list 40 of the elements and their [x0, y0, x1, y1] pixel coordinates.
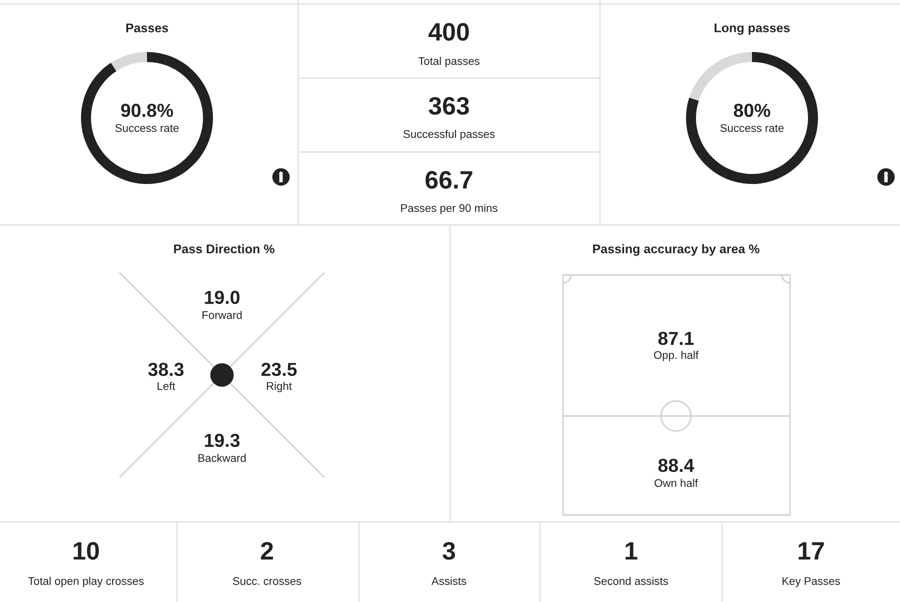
- text: 90.8%: [121, 104, 174, 118]
- text: 17: [798, 542, 824, 560]
- donut-slice: [110, 52, 147, 72]
- text: Total open play crosses: [28, 576, 144, 588]
- text: 10: [74, 542, 99, 560]
- text: Pass Direction %: [174, 244, 274, 254]
- text: Success rate: [720, 124, 784, 132]
- text: 23.5: [261, 362, 297, 376]
- text: Right: [266, 382, 292, 392]
- chart-title: Passes: [126, 24, 168, 32]
- text: 38.3: [148, 362, 184, 376]
- text: Opp. half: [654, 350, 699, 362]
- text: Key Passes: [782, 577, 840, 588]
- chart-title: Long passes: [714, 24, 790, 35]
- text: Second assists: [594, 576, 668, 585]
- text: Succ. crosses: [232, 577, 302, 585]
- text: 66.7: [426, 171, 472, 189]
- text: 1: [626, 542, 638, 560]
- text: 400: [428, 23, 469, 41]
- donut-slice: [689, 52, 752, 101]
- text: 3: [442, 542, 456, 560]
- text: Forward: [202, 310, 242, 319]
- text: 80%: [734, 104, 770, 118]
- donut-slice: [686, 52, 818, 184]
- text: Backward: [198, 454, 246, 462]
- text: 87.1: [658, 332, 694, 346]
- text: Passes per 90 mins: [401, 204, 498, 214]
- text: 19.3: [204, 434, 240, 448]
- text: Assists: [431, 576, 466, 585]
- text: Successful passes: [403, 130, 495, 140]
- donut-slice: [81, 52, 213, 184]
- text: 88.4: [658, 458, 694, 472]
- text: Total passes: [418, 56, 480, 68]
- text: Success rate: [115, 124, 179, 132]
- text: 363: [428, 97, 469, 115]
- text: Passing accuracy by area %: [593, 244, 760, 256]
- text: Left: [158, 382, 176, 390]
- text: 2: [260, 542, 273, 560]
- text: Own half: [654, 478, 698, 487]
- text: 19.0: [204, 290, 240, 304]
